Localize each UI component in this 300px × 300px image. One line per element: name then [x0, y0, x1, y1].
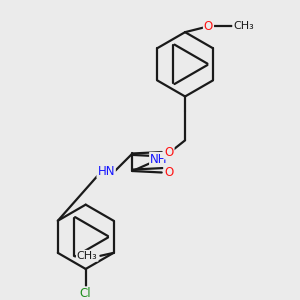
Text: O: O	[164, 146, 174, 158]
Text: HN: HN	[98, 164, 115, 178]
Text: Cl: Cl	[80, 287, 92, 300]
Text: O: O	[164, 166, 174, 179]
Text: O: O	[204, 20, 213, 33]
Text: NH: NH	[150, 153, 167, 166]
Text: CH₃: CH₃	[233, 21, 254, 31]
Text: CH₃: CH₃	[77, 251, 98, 261]
